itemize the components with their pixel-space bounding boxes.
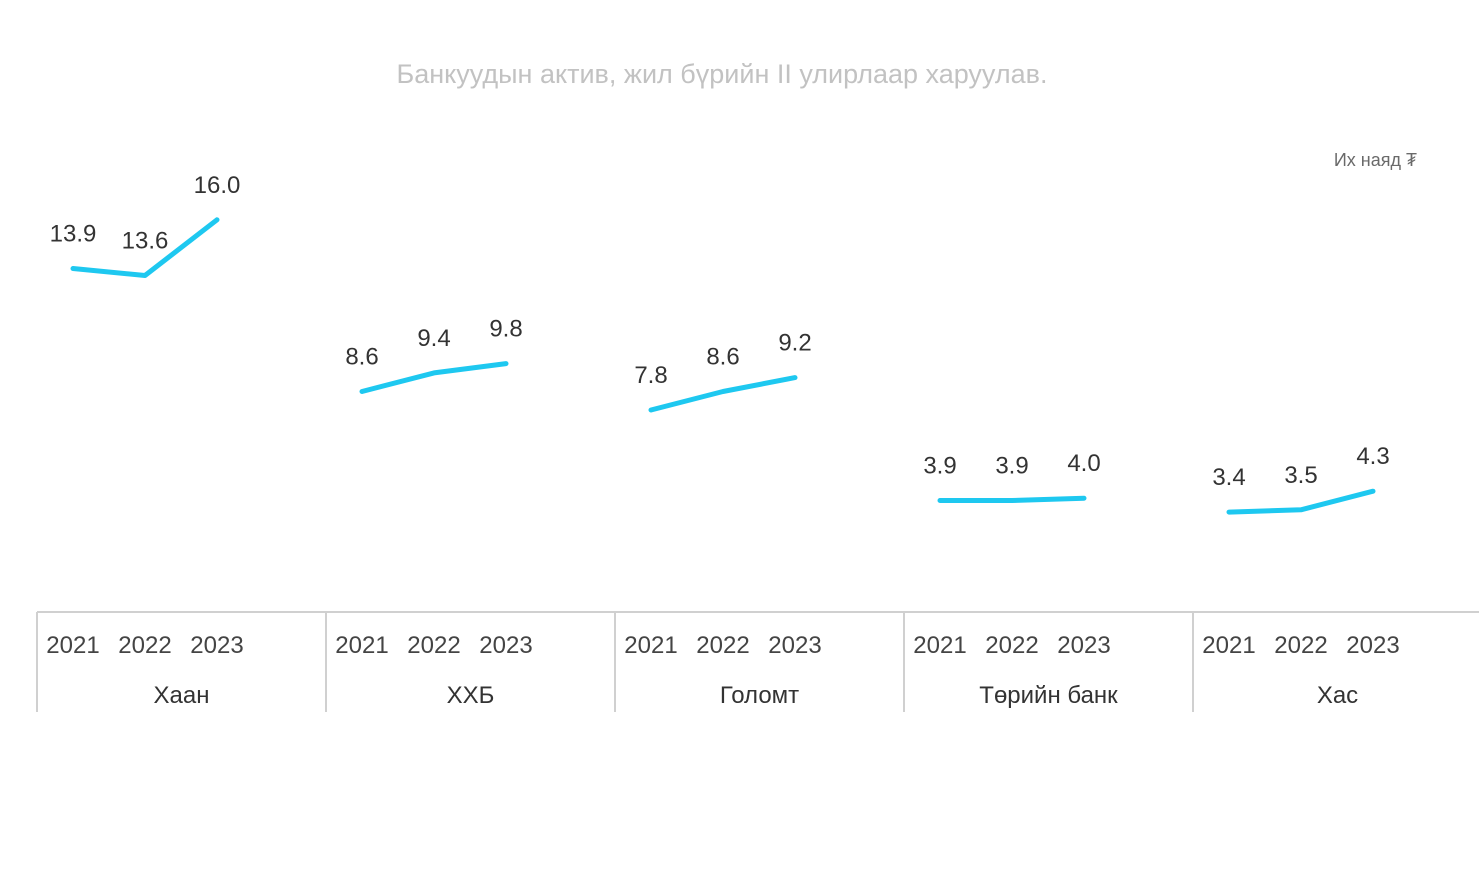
data-label: 4.3 (1356, 443, 1389, 470)
chart-title: Банкуудын актив, жил бүрийн II улирлаар … (397, 59, 1048, 89)
year-tick-label: 2022 (1274, 632, 1327, 659)
data-label: 16.0 (194, 172, 241, 199)
category-axis: 2021 2022 2023 Хаан 2021 2022 2023 ХХБ 2021 2022 2… (36, 611, 1479, 712)
data-label: 9.8 (489, 316, 522, 343)
series-line-4 (1226, 488, 1376, 515)
data-label: 7.8 (634, 362, 667, 389)
plot-area: 13.9 13.6 16.0 8.6 9.4 9.8 7.8 8.6 9.2 3.9 3.9 4.0 3… (50, 172, 1390, 515)
series-line-1 (359, 361, 509, 394)
data-label: 3.9 (995, 453, 1028, 480)
bank-group-label: Төрийн банк (979, 682, 1118, 709)
year-tick-label: 2022 (118, 632, 171, 659)
data-label: 3.4 (1212, 464, 1245, 491)
year-tick-label: 2022 (696, 632, 749, 659)
bank-group-label: Хаан (154, 682, 210, 709)
data-label: 4.0 (1067, 450, 1100, 477)
data-label: 3.5 (1284, 462, 1317, 489)
data-label: 3.9 (923, 453, 956, 480)
year-tick-label: 2023 (768, 632, 821, 659)
series-line-2 (648, 375, 798, 413)
year-tick-label: 2023 (1346, 632, 1399, 659)
year-tick-label: 2023 (1057, 632, 1110, 659)
year-tick-label: 2021 (913, 632, 966, 659)
data-label: 8.6 (706, 343, 739, 370)
year-tick-label: 2022 (407, 632, 460, 659)
year-tick-label: 2021 (1202, 632, 1255, 659)
bank-group-label: Голомт (720, 682, 799, 709)
bank-group-label: Хас (1317, 682, 1358, 709)
year-tick-label: 2022 (985, 632, 1038, 659)
year-tick-label: 2021 (335, 632, 388, 659)
unit-label: Их наяд ₮ (1334, 150, 1417, 170)
series-line-0 (70, 217, 220, 278)
data-label: 13.6 (122, 227, 169, 254)
data-label: 8.6 (345, 343, 378, 370)
year-tick-label: 2021 (624, 632, 677, 659)
data-label: 9.2 (778, 330, 811, 357)
series-line-3 (937, 495, 1087, 503)
bank-group-label: ХХБ (447, 682, 495, 709)
year-tick-label: 2023 (190, 632, 243, 659)
year-tick-label: 2021 (46, 632, 99, 659)
year-tick-label: 2023 (479, 632, 532, 659)
data-label: 9.4 (417, 325, 450, 352)
data-label: 13.9 (50, 221, 97, 248)
